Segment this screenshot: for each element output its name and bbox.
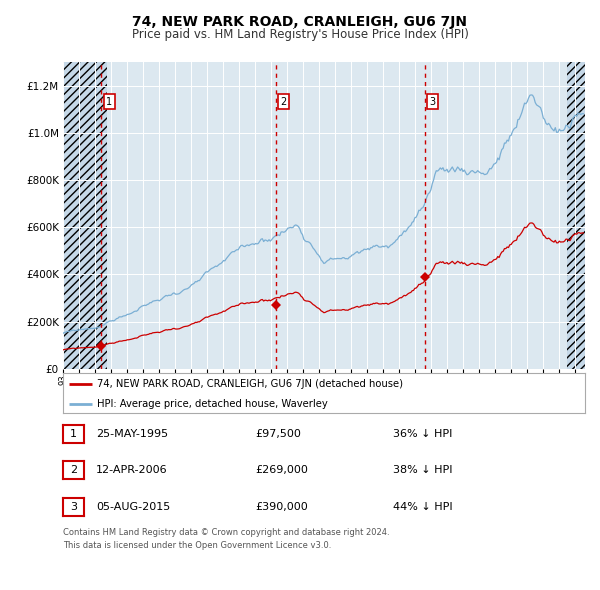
Text: 2: 2 <box>70 466 77 475</box>
Text: £269,000: £269,000 <box>255 466 308 475</box>
Text: HPI: Average price, detached house, Waverley: HPI: Average price, detached house, Wave… <box>97 399 328 409</box>
Text: Contains HM Land Registry data © Crown copyright and database right 2024.: Contains HM Land Registry data © Crown c… <box>63 528 389 537</box>
Text: £390,000: £390,000 <box>255 502 308 512</box>
Text: This data is licensed under the Open Government Licence v3.0.: This data is licensed under the Open Gov… <box>63 541 331 550</box>
Text: 12-APR-2006: 12-APR-2006 <box>96 466 167 475</box>
Text: 1: 1 <box>70 429 77 438</box>
Text: 2: 2 <box>280 97 287 107</box>
Text: 74, NEW PARK ROAD, CRANLEIGH, GU6 7JN: 74, NEW PARK ROAD, CRANLEIGH, GU6 7JN <box>133 15 467 29</box>
Text: 3: 3 <box>430 97 436 107</box>
Text: 38% ↓ HPI: 38% ↓ HPI <box>393 466 452 475</box>
Text: 25-MAY-1995: 25-MAY-1995 <box>96 429 168 438</box>
Text: £97,500: £97,500 <box>255 429 301 438</box>
Text: 74, NEW PARK ROAD, CRANLEIGH, GU6 7JN (detached house): 74, NEW PARK ROAD, CRANLEIGH, GU6 7JN (d… <box>97 379 403 389</box>
Bar <box>568 62 585 369</box>
Text: Price paid vs. HM Land Registry's House Price Index (HPI): Price paid vs. HM Land Registry's House … <box>131 28 469 41</box>
Text: 1: 1 <box>106 97 112 107</box>
Text: 44% ↓ HPI: 44% ↓ HPI <box>393 502 452 512</box>
Text: 3: 3 <box>70 502 77 512</box>
Bar <box>63 62 107 369</box>
Text: 05-AUG-2015: 05-AUG-2015 <box>96 502 170 512</box>
Text: 36% ↓ HPI: 36% ↓ HPI <box>393 429 452 438</box>
